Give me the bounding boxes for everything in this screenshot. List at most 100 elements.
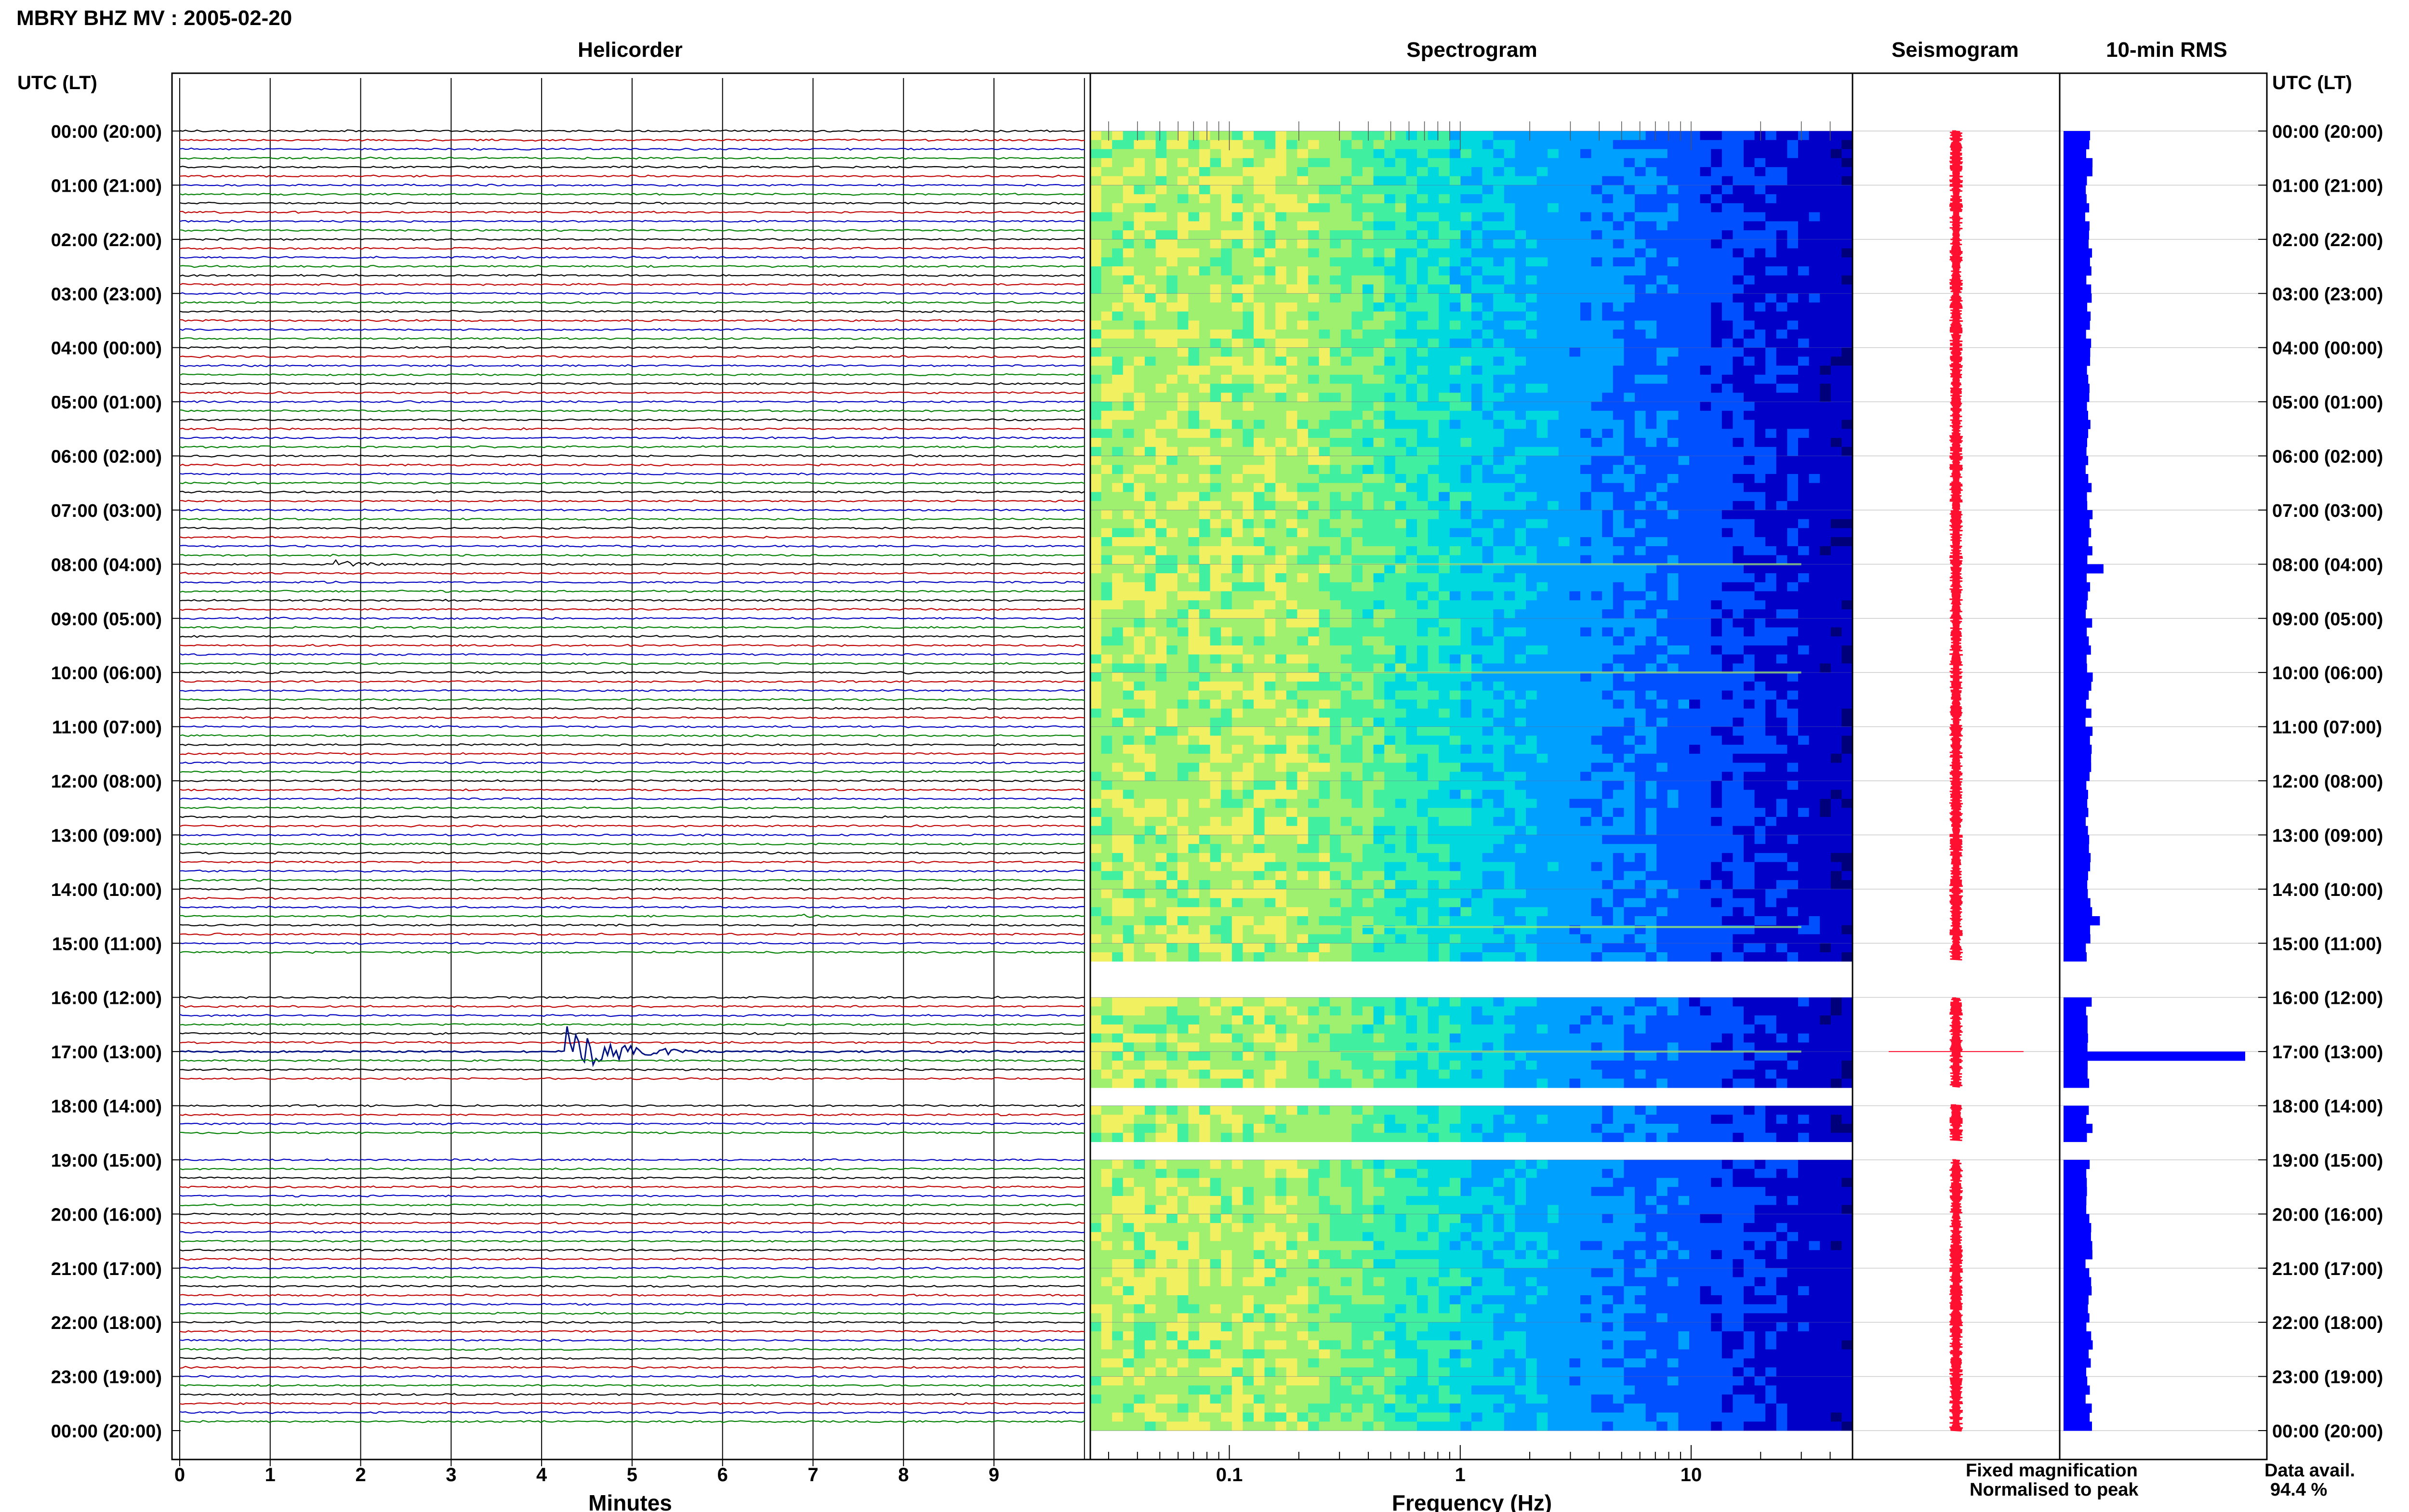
spectrogram-cell: [1515, 429, 1526, 438]
spectrogram-cell: [1384, 429, 1396, 438]
spectrogram-cell: [1177, 600, 1189, 610]
spectrogram-cell: [1744, 627, 1755, 637]
spectrogram-cell: [1308, 501, 1320, 511]
spectrogram-cell: [1297, 636, 1309, 646]
spectrogram-cell: [1363, 681, 1374, 691]
spectrogram-cell: [1645, 257, 1657, 267]
spectrogram-cell: [1558, 311, 1570, 321]
time-tick-label: 00:00 (20:00): [51, 1421, 162, 1442]
spectrogram-cell: [1569, 600, 1581, 610]
spectrogram-cell: [1733, 374, 1744, 384]
spectrogram-cell: [1569, 654, 1581, 664]
spectrogram-cell: [1689, 438, 1701, 447]
spectrogram-cell: [1765, 672, 1777, 682]
spectrogram-cell: [1809, 383, 1820, 393]
spectrogram-cell: [1210, 447, 1221, 457]
spectrogram-cell: [1406, 555, 1417, 565]
spectrogram-cell: [1602, 690, 1614, 700]
spectrogram-cell: [1439, 600, 1450, 610]
spectrogram-cell: [1700, 654, 1711, 664]
time-tick-label: 21:00 (17:00): [2272, 1259, 2383, 1279]
spectrogram-cell: [1297, 366, 1309, 375]
spectrogram-cell: [1689, 736, 1701, 745]
spectrogram-cell: [1243, 230, 1254, 240]
spectrogram-cell: [1351, 293, 1363, 303]
spectrogram-cell: [1275, 663, 1287, 673]
spectrogram-cell: [1101, 239, 1112, 249]
spectrogram-cell: [1635, 374, 1646, 384]
spectrogram-cell: [1221, 519, 1232, 528]
spectrogram-cell: [1308, 302, 1320, 312]
spectrogram-cell: [1134, 699, 1145, 709]
spectrogram-cell: [1177, 528, 1189, 538]
spectrogram-cell: [1166, 600, 1178, 610]
spectrogram-cell: [1721, 709, 1733, 718]
spectrogram-cell: [1395, 149, 1406, 158]
spectrogram-cell: [1667, 275, 1679, 285]
spectrogram-cell: [1449, 239, 1461, 249]
spectrogram-cell: [1330, 736, 1341, 745]
spectrogram-cell: [1721, 537, 1733, 547]
spectrogram-cell: [1635, 663, 1646, 673]
spectrogram-cell: [1536, 627, 1548, 637]
spectrogram-cell: [1243, 645, 1254, 655]
spectrogram-cell: [1776, 140, 1787, 149]
spectrogram-cell: [1210, 483, 1221, 492]
spectrogram-cell: [1700, 347, 1711, 357]
spectrogram-cell: [1613, 230, 1624, 240]
spectrogram-cell: [1297, 465, 1309, 474]
spectrogram-cell: [1667, 483, 1679, 492]
spectrogram-cell: [1536, 672, 1548, 682]
spectrogram-cell: [1363, 645, 1374, 655]
spectrogram-cell: [1711, 573, 1722, 583]
spectrogram-cell: [1264, 176, 1276, 185]
spectrogram-cell: [1123, 410, 1134, 421]
spectrogram-cell: [1733, 447, 1744, 457]
spectrogram-cell: [1645, 546, 1657, 556]
spectrogram-cell: [1363, 347, 1374, 357]
spectrogram-cell: [1765, 465, 1777, 474]
spectrogram-cell: [1602, 257, 1614, 267]
spectrogram-cell: [1439, 546, 1450, 556]
spectrogram-cell: [1678, 447, 1690, 457]
spectrogram-cell: [1776, 709, 1787, 718]
spectrogram-cell: [1351, 167, 1363, 177]
spectrogram-cell: [1319, 600, 1330, 610]
spectrogram-cell: [1308, 717, 1320, 727]
spectrogram-cell: [1536, 636, 1548, 646]
spectrogram-cell: [1689, 546, 1701, 556]
spectrogram-cell: [1254, 528, 1265, 538]
spectrogram-cell: [1112, 383, 1124, 393]
spectrogram-cell: [1417, 537, 1429, 547]
spectrogram-cell: [1569, 402, 1581, 411]
spectrogram-cell: [1569, 465, 1581, 474]
spectrogram-cell: [1471, 366, 1483, 375]
spectrogram-cell: [1787, 501, 1799, 511]
helicorder-trace: [179, 544, 1085, 548]
spectrogram-cell: [1700, 636, 1711, 646]
spectrogram-cell: [1112, 329, 1124, 339]
spectrogram-cell: [1744, 573, 1755, 583]
spectrogram-cell: [1569, 293, 1581, 303]
spectrogram-cell: [1231, 221, 1243, 231]
spectrogram-cell: [1830, 420, 1842, 429]
spectrogram-cell: [1613, 203, 1624, 213]
spectrogram-cell: [1275, 474, 1287, 484]
spectrogram-cell: [1645, 230, 1657, 240]
spectrogram-cell: [1548, 338, 1559, 348]
spectrogram-cell: [1765, 212, 1777, 222]
spectrogram-cell: [1504, 546, 1515, 556]
spectrogram-cell: [1090, 627, 1102, 637]
spectrogram-cell: [1471, 167, 1483, 177]
spectrogram-cell: [1406, 284, 1417, 294]
spectrogram-cell: [1449, 374, 1461, 384]
spectrogram-cell: [1504, 275, 1515, 285]
spectrogram-cell: [1449, 609, 1461, 619]
spectrogram-cell: [1602, 383, 1614, 393]
spectrogram-cell: [1536, 582, 1548, 592]
spectrogram-cell: [1711, 257, 1722, 267]
spectrogram-cell: [1635, 230, 1646, 240]
spectrogram-cell: [1351, 492, 1363, 501]
spectrogram-cell: [1254, 284, 1265, 294]
spectrogram-cell: [1210, 690, 1221, 700]
